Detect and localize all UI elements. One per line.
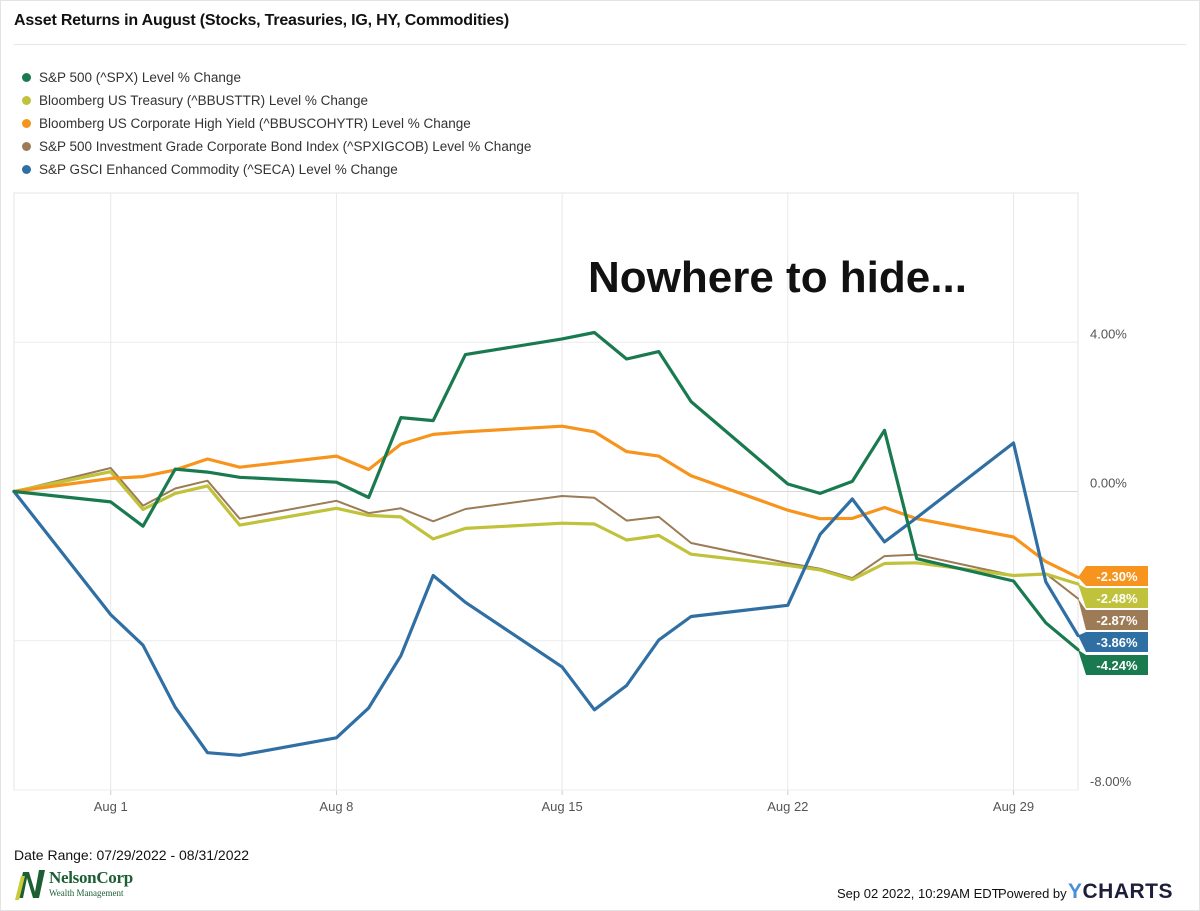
end-value-flag xyxy=(1078,632,1148,652)
end-value-flag xyxy=(1078,584,1148,608)
legend-label-treasury: Bloomberg US Treasury (^BBUSTTR) Level %… xyxy=(39,93,368,108)
legend-dot-spx xyxy=(22,73,31,82)
logo-name: NelsonCorp xyxy=(49,868,133,887)
series-line-1 xyxy=(12,470,1080,586)
nelsoncorp-logo-icon xyxy=(15,870,45,900)
legend-item-ig-corporate[interactable]: S&P 500 Investment Grade Corporate Bond … xyxy=(22,135,531,158)
series-line-3 xyxy=(13,467,1079,600)
legend-item-treasury[interactable]: Bloomberg US Treasury (^BBUSTTR) Level %… xyxy=(22,89,531,112)
legend-label-ig-corporate: S&P 500 Investment Grade Corporate Bond … xyxy=(39,139,532,154)
x-tick-label: Aug 1 xyxy=(94,799,128,814)
end-value-flag xyxy=(1078,598,1148,630)
x-tick-label: Aug 15 xyxy=(542,799,583,814)
end-value-label: -2.48% xyxy=(1096,591,1138,606)
end-value-label: -3.86% xyxy=(1096,635,1138,650)
generated-timestamp: Sep 02 2022, 10:29AM EDT. xyxy=(837,886,1002,901)
series-line-2 xyxy=(12,424,1080,579)
logo-subtitle: Wealth Management xyxy=(49,888,124,898)
y-tick-label: 0.00% xyxy=(1090,476,1127,491)
legend-item-commodity[interactable]: S&P GSCI Enhanced Commodity (^SECA) Leve… xyxy=(22,158,531,181)
legend-item-spx[interactable]: S&P 500 (^SPX) Level % Change xyxy=(22,66,531,89)
legend-dot-treasury xyxy=(22,96,31,105)
powered-by-label: Powered by xyxy=(998,886,1067,901)
end-value-label: -4.24% xyxy=(1096,658,1138,673)
legend-label-high-yield: Bloomberg US Corporate High Yield (^BBUS… xyxy=(39,116,471,131)
nelsoncorp-logo: NelsonCorp Wealth Management xyxy=(15,866,145,902)
end-value-flag xyxy=(1078,566,1148,586)
end-value-label: -2.87% xyxy=(1096,613,1138,628)
ycharts-logo-text: CHARTS xyxy=(1082,880,1174,903)
legend-label-commodity: S&P GSCI Enhanced Commodity (^SECA) Leve… xyxy=(39,162,398,177)
chart-annotation: Nowhere to hide... xyxy=(588,253,967,302)
chart-title: Asset Returns in August (Stocks, Treasur… xyxy=(14,12,509,29)
x-tick-label: Aug 22 xyxy=(767,799,808,814)
end-value-flag xyxy=(1078,649,1148,675)
y-tick-label: -8.00% xyxy=(1090,774,1132,789)
legend-item-high-yield[interactable]: Bloomberg US Corporate High Yield (^BBUS… xyxy=(22,112,531,135)
ycharts-logo-y: Y xyxy=(1068,880,1083,903)
end-value-label: -2.30% xyxy=(1096,569,1138,584)
y-tick-label: 4.00% xyxy=(1090,326,1127,341)
x-tick-label: Aug 29 xyxy=(993,799,1034,814)
series-line-0 xyxy=(12,330,1080,652)
legend: S&P 500 (^SPX) Level % Change Bloomberg … xyxy=(22,66,531,181)
legend-dot-ig-corporate xyxy=(22,142,31,151)
title-divider xyxy=(14,44,1186,45)
ycharts-logo[interactable]: YCHARTS xyxy=(1068,880,1173,904)
date-range-label: Date Range: 07/29/2022 - 08/31/2022 xyxy=(14,847,250,863)
legend-label-spx: S&P 500 (^SPX) Level % Change xyxy=(39,70,241,85)
x-tick-label: Aug 8 xyxy=(319,799,353,814)
legend-dot-high-yield xyxy=(22,119,31,128)
legend-dot-commodity xyxy=(22,165,31,174)
series-line-4 xyxy=(12,441,1080,757)
